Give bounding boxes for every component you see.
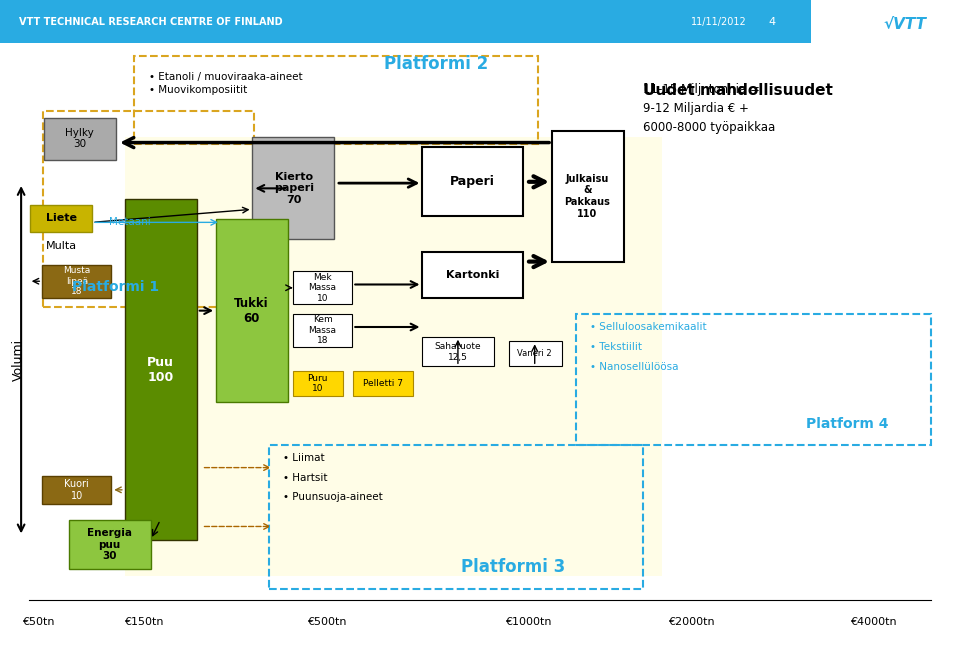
Bar xyxy=(0,0,960,43)
Text: • Hartsit: • Hartsit xyxy=(283,473,327,483)
FancyBboxPatch shape xyxy=(44,118,116,160)
Text: €1000tn: €1000tn xyxy=(505,617,551,627)
Text: Musta
lipeä
18: Musta lipeä 18 xyxy=(63,266,90,296)
Text: €150tn: €150tn xyxy=(124,617,164,627)
Bar xyxy=(576,314,931,445)
Text: Puu
100: Puu 100 xyxy=(147,356,174,383)
Text: 4: 4 xyxy=(768,16,775,27)
Text: Paperi: Paperi xyxy=(450,175,494,188)
Text: √VTT: √VTT xyxy=(883,18,926,32)
Bar xyxy=(811,0,960,49)
Text: Puru
10: Puru 10 xyxy=(307,373,328,393)
FancyBboxPatch shape xyxy=(422,147,523,216)
Text: VTT TECHNICAL RESEARCH CENTRE OF FINLAND: VTT TECHNICAL RESEARCH CENTRE OF FINLAND xyxy=(19,16,283,27)
Text: 11/11/2012: 11/11/2012 xyxy=(691,16,747,27)
Text: Volumi: Volumi xyxy=(12,339,25,381)
Text: Vaneri 2: Vaneri 2 xyxy=(517,349,552,358)
Bar xyxy=(43,111,254,307)
FancyBboxPatch shape xyxy=(252,137,334,239)
Text: • Liimat: • Liimat xyxy=(283,453,324,463)
Text: • Selluloosakemikaalit: • Selluloosakemikaalit xyxy=(590,322,707,332)
Text: • Etanoli / muoviraaka-aineet: • Etanoli / muoviraaka-aineet xyxy=(149,73,302,82)
FancyBboxPatch shape xyxy=(552,131,624,262)
Text: Tukki
60: Tukki 60 xyxy=(234,297,269,324)
Text: • Nanosellülöösa: • Nanosellülöösa xyxy=(590,362,679,371)
Text: • Puunsuoja-aineet: • Puunsuoja-aineet xyxy=(283,492,383,502)
Text: Platformi 1: Platformi 1 xyxy=(72,280,159,294)
Text: Kem
Massa
18: Kem Massa 18 xyxy=(308,315,337,345)
FancyBboxPatch shape xyxy=(125,199,197,540)
FancyBboxPatch shape xyxy=(293,314,352,347)
Text: Platformi 2: Platformi 2 xyxy=(384,55,489,73)
FancyBboxPatch shape xyxy=(293,371,343,396)
FancyBboxPatch shape xyxy=(353,371,413,396)
Text: €2000tn: €2000tn xyxy=(668,617,714,627)
FancyBboxPatch shape xyxy=(30,205,92,232)
Text: • Tekstiilit: • Tekstiilit xyxy=(590,342,642,352)
Text: Liete: Liete xyxy=(46,213,77,224)
Text: Energia
puu
30: Energia puu 30 xyxy=(87,528,132,561)
Text: Kartonki: Kartonki xyxy=(445,269,499,280)
FancyBboxPatch shape xyxy=(125,137,662,576)
Text: 11-15 Milj. tonnia =
9-12 Miljardia € +
6000-8000 työpaikkaa: 11-15 Milj. tonnia = 9-12 Miljardia € + … xyxy=(643,83,776,134)
Text: Mek
Massa
10: Mek Massa 10 xyxy=(308,273,337,303)
Text: Julkaisu
&
Pakkaus
110: Julkaisu & Pakkaus 110 xyxy=(564,174,611,218)
Text: • Muovikomposiitit: • Muovikomposiitit xyxy=(149,85,247,95)
Text: Sahatuote
12,5: Sahatuote 12,5 xyxy=(435,342,481,362)
Text: Hylky
30: Hylky 30 xyxy=(65,128,94,150)
Text: Platform 4: Platform 4 xyxy=(806,417,889,432)
Bar xyxy=(134,56,538,144)
Text: Platformi 3: Platformi 3 xyxy=(461,559,565,576)
Text: Kuori
10: Kuori 10 xyxy=(64,479,89,501)
Text: Multa: Multa xyxy=(46,241,77,251)
Text: Kierto
paperi
70: Kierto paperi 70 xyxy=(274,172,314,205)
Bar xyxy=(269,445,643,589)
FancyBboxPatch shape xyxy=(422,252,523,298)
FancyBboxPatch shape xyxy=(69,520,151,569)
Text: €4000tn: €4000tn xyxy=(851,617,897,627)
FancyBboxPatch shape xyxy=(293,271,352,304)
Text: Uudet mahdollisuudet: Uudet mahdollisuudet xyxy=(643,83,833,98)
Text: €500tn: €500tn xyxy=(306,617,347,627)
Text: Metaani: Metaani xyxy=(108,217,151,228)
FancyBboxPatch shape xyxy=(216,219,288,402)
FancyBboxPatch shape xyxy=(422,337,494,366)
FancyBboxPatch shape xyxy=(509,341,562,366)
FancyBboxPatch shape xyxy=(42,265,111,298)
FancyBboxPatch shape xyxy=(42,476,111,504)
Text: €50tn: €50tn xyxy=(22,617,55,627)
Text: Pelletti 7: Pelletti 7 xyxy=(363,379,403,388)
